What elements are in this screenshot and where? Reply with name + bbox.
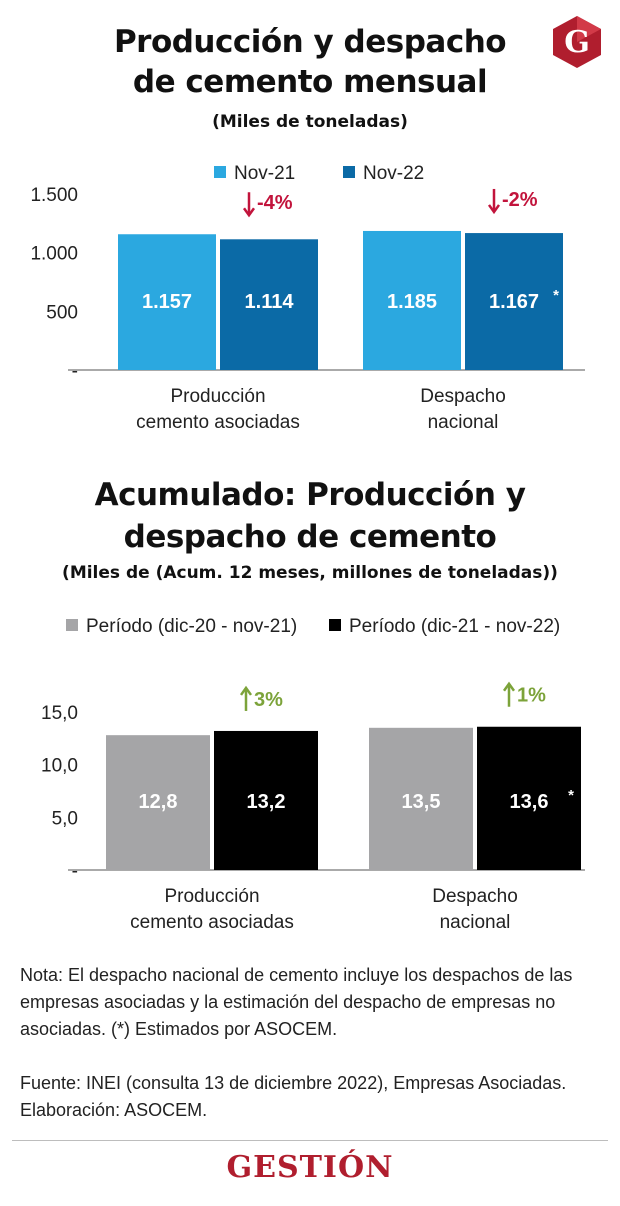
x-category-label: nacional	[428, 412, 499, 433]
arrow-up-head	[502, 681, 516, 692]
legend-label: Nov-22	[363, 163, 424, 184]
bar	[369, 727, 473, 870]
chart2-unit: (Miles de (Acum. 12 meses, millones de t…	[62, 563, 558, 583]
change-label: -2%	[502, 189, 538, 211]
bar-value-label: 1.114	[245, 291, 295, 313]
legend-label: Período (dic-20 - nov-21)	[86, 616, 297, 637]
x-category-label: nacional	[440, 912, 511, 933]
y-tick-label: -	[72, 861, 78, 882]
source-note: Fuente: INEI (consulta 13 de diciembre 2…	[20, 1070, 610, 1124]
chart1-title-line1: Producción y despacho	[113, 24, 507, 60]
bar	[214, 730, 318, 870]
bar	[477, 726, 581, 870]
asterisk-mark: *	[553, 287, 559, 304]
bar	[220, 239, 318, 370]
bar-value-label: 1.167	[489, 291, 539, 313]
footer-divider	[12, 1140, 608, 1141]
gestion-g-logo-icon: G	[553, 16, 601, 68]
chart2-title-line1: Acumulado: Producción y	[94, 477, 526, 513]
chart2-title: Acumulado: Producción y despacho de ceme…	[0, 474, 620, 558]
y-tick-label: 5,0	[52, 808, 78, 829]
x-category-label: cemento asociadas	[130, 912, 294, 933]
asterisk-mark: *	[568, 787, 574, 804]
source-line: Fuente: INEI (consulta 13 de diciembre 2…	[20, 1073, 567, 1093]
bar-value-label: 1.185	[387, 291, 437, 313]
credit-line: Elaboración: ASOCEM.	[20, 1100, 208, 1120]
change-label: 1%	[517, 685, 546, 707]
chart2-title-line2: despacho de cemento	[123, 519, 497, 555]
x-category-label: Producción	[164, 886, 259, 907]
y-tick-label: 1.500	[30, 185, 78, 206]
bar	[118, 234, 216, 370]
legend-label: Nov-21	[234, 163, 295, 184]
footnote: Nota: El despacho nacional de cemento in…	[20, 965, 573, 1039]
bar-value-label: 13,6	[510, 791, 549, 813]
svg-text:G: G	[564, 25, 590, 60]
bar	[465, 233, 563, 370]
chart-accumulated: Período (dic-20 - nov-21) Período (dic-21…	[41, 616, 585, 933]
change-label: -4%	[257, 192, 293, 214]
bar-value-label: 12,8	[139, 791, 178, 813]
bar-value-label: 13,5	[402, 791, 441, 813]
arrow-up-head	[239, 685, 253, 696]
chart1-title-line2: de cemento mensual	[132, 64, 488, 100]
chart1-title: Producción y despacho de cemento mensual	[0, 22, 620, 102]
chart-monthly: Nov-21 Nov-22 - 500 1.000 1.500 1.157 1.114 -4% P…	[30, 163, 585, 433]
brand-logo: GESTIÓN	[226, 1150, 394, 1185]
legend-swatch	[343, 166, 355, 178]
x-category-label: cemento asociadas	[136, 412, 300, 433]
arrow-down-head	[487, 204, 501, 215]
y-tick-label: 10,0	[41, 756, 78, 777]
y-tick-label: 1.000	[30, 244, 78, 265]
chart1-unit: (Miles de toneladas)	[212, 112, 408, 132]
x-category-label: Despacho	[420, 386, 506, 407]
y-tick-label: 500	[46, 302, 78, 323]
x-category-label: Despacho	[432, 886, 518, 907]
bar-value-label: 13,2	[247, 791, 286, 813]
arrow-down-head	[242, 207, 256, 218]
x-category-label: Producción	[170, 386, 265, 407]
legend-label: Período (dic-21 - nov-22)	[349, 616, 560, 637]
legend-swatch	[214, 166, 226, 178]
bar	[363, 230, 461, 370]
y-tick-label: 15,0	[41, 703, 78, 724]
legend-swatch	[66, 619, 78, 631]
legend-swatch	[329, 619, 341, 631]
change-label: 3%	[254, 689, 283, 711]
bar-value-label: 1.157	[142, 291, 192, 313]
bar	[106, 735, 210, 870]
y-tick-label: -	[72, 361, 78, 382]
